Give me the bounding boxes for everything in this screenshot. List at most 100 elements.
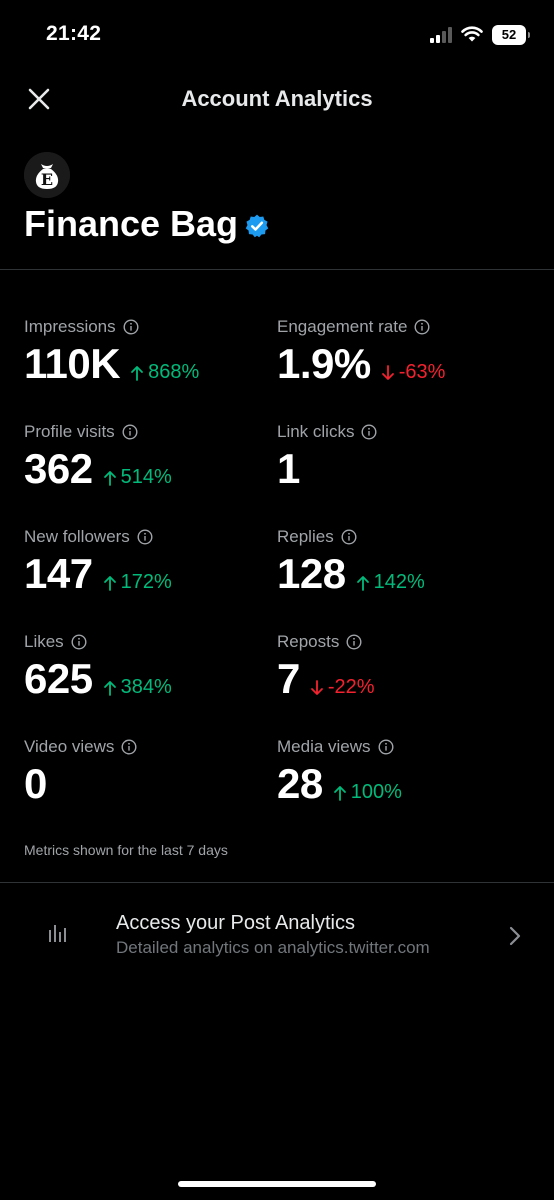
metric-value: 362 [24, 445, 93, 492]
avatar-letter: E [41, 170, 53, 189]
metric-label: Link clicks [277, 422, 355, 441]
post-analytics-link[interactable]: Access your Post Analytics Detailed anal… [0, 893, 554, 973]
metric-value-row: 625 384% [24, 655, 274, 705]
metric-label: Replies [277, 527, 334, 546]
metric-value: 1 [277, 445, 300, 492]
metric-value-row: 128 142% [277, 550, 527, 600]
info-icon[interactable] [341, 529, 357, 545]
metric-label: Impressions [24, 317, 116, 336]
chevron-right-icon [509, 926, 521, 946]
status-time: 21:42 [46, 22, 102, 45]
divider [0, 882, 554, 883]
metric-change-value: 868% [148, 361, 200, 383]
metric-label-row: Reposts [277, 631, 527, 653]
metric-value-row: 110K 868% [24, 340, 274, 390]
metric-label-row: Profile visits [24, 421, 274, 443]
metric-value-row: 7 -22% [277, 655, 527, 705]
metric-change: 172% [103, 571, 172, 594]
close-icon[interactable] [26, 86, 52, 112]
profile-name-row: Finance Bag [24, 200, 270, 248]
profile-name: Finance Bag [24, 203, 239, 244]
metric-replies: Replies 128 142% [277, 526, 527, 600]
arrow-up-icon [356, 575, 369, 591]
info-icon[interactable] [137, 529, 153, 545]
info-icon[interactable] [378, 739, 394, 755]
info-icon[interactable] [121, 739, 137, 755]
verified-badge-icon [245, 214, 269, 238]
metric-change: 868% [130, 361, 199, 384]
arrow-up-icon [333, 785, 346, 801]
metric-link-clicks: Link clicks 1 [277, 421, 527, 495]
metric-value-row: 1.9% -63% [277, 340, 527, 390]
metric-label-row: Likes [24, 631, 274, 653]
bar-chart-icon [49, 925, 66, 942]
metric-change: 514% [103, 466, 172, 489]
metric-label: Likes [24, 632, 64, 651]
metric-change: 142% [356, 571, 425, 594]
metric-label-row: New followers [24, 526, 274, 548]
info-icon[interactable] [346, 634, 362, 650]
metric-value: 128 [277, 550, 346, 597]
metric-label-row: Link clicks [277, 421, 527, 443]
home-indicator [178, 1181, 376, 1187]
info-icon[interactable] [123, 319, 139, 335]
post-analytics-subtitle: Detailed analytics on analytics.twitter.… [116, 938, 430, 957]
header: Account Analytics [0, 76, 554, 122]
arrow-up-icon [131, 365, 143, 381]
metric-value: 7 [277, 655, 300, 702]
metric-change-value: 172% [120, 571, 172, 593]
metric-change-value: 514% [120, 466, 172, 488]
metric-label: Profile visits [24, 422, 115, 441]
metric-engagement-rate: Engagement rate 1.9% -63% [277, 316, 527, 390]
page-title: Account Analytics [181, 86, 373, 111]
metric-value: 1.9% [277, 340, 371, 387]
metric-label-row: Impressions [24, 316, 274, 338]
metric-value-row: 362 514% [24, 445, 274, 495]
metric-value-row: 147 172% [24, 550, 274, 600]
metric-label-row: Replies [277, 526, 527, 548]
metric-value-row: 28 100% [277, 760, 527, 810]
metric-change-value: 100% [350, 781, 402, 803]
money-bag-logo-icon: E [24, 152, 70, 198]
arrow-down-icon [310, 679, 323, 695]
metric-label-row: Video views [24, 736, 274, 758]
metric-video-views: Video views 0 [24, 736, 274, 810]
arrow-down-icon [381, 364, 394, 380]
arrow-up-icon [103, 470, 116, 486]
metric-change-value: -22% [327, 676, 375, 698]
arrow-up-icon [103, 575, 116, 591]
metric-change: -63% [381, 361, 446, 384]
arrow-up-icon [103, 680, 116, 696]
info-icon[interactable] [361, 424, 377, 440]
metric-label: Video views [24, 737, 115, 756]
metric-value-row: 1 [277, 445, 527, 495]
metric-profile-visits: Profile visits 362 514% [24, 421, 274, 495]
wifi-icon [461, 26, 483, 42]
metric-label: Media views [277, 737, 371, 756]
metric-value: 147 [24, 550, 93, 597]
info-icon[interactable] [414, 319, 430, 335]
metric-new-followers: New followers 147 172% [24, 526, 274, 600]
cellular-signal-icon [430, 27, 452, 43]
metric-change-value: 384% [120, 676, 172, 698]
metric-media-views: Media views 28 100% [277, 736, 527, 810]
metric-label-row: Engagement rate [277, 316, 527, 338]
metric-value: 28 [277, 760, 323, 807]
metrics-footnote: Metrics shown for the last 7 days [24, 842, 228, 858]
metric-value: 0 [24, 760, 47, 807]
avatar[interactable]: E [24, 152, 70, 198]
metric-label: New followers [24, 527, 130, 546]
metric-change-value: -63% [398, 361, 446, 383]
metric-label: Reposts [277, 632, 340, 651]
post-analytics-title: Access your Post Analytics [116, 912, 355, 934]
metric-label: Engagement rate [277, 317, 408, 336]
info-icon[interactable] [71, 634, 87, 650]
info-icon[interactable] [122, 424, 138, 440]
metric-label-row: Media views [277, 736, 527, 758]
status-bar: 21:42 52 [0, 0, 554, 70]
metric-reposts: Reposts 7 -22% [277, 631, 527, 705]
battery-indicator: 52 [492, 25, 530, 45]
metric-likes: Likes 625 384% [24, 631, 274, 705]
metric-value-row: 0 [24, 760, 274, 810]
metric-change: 384% [103, 676, 172, 699]
